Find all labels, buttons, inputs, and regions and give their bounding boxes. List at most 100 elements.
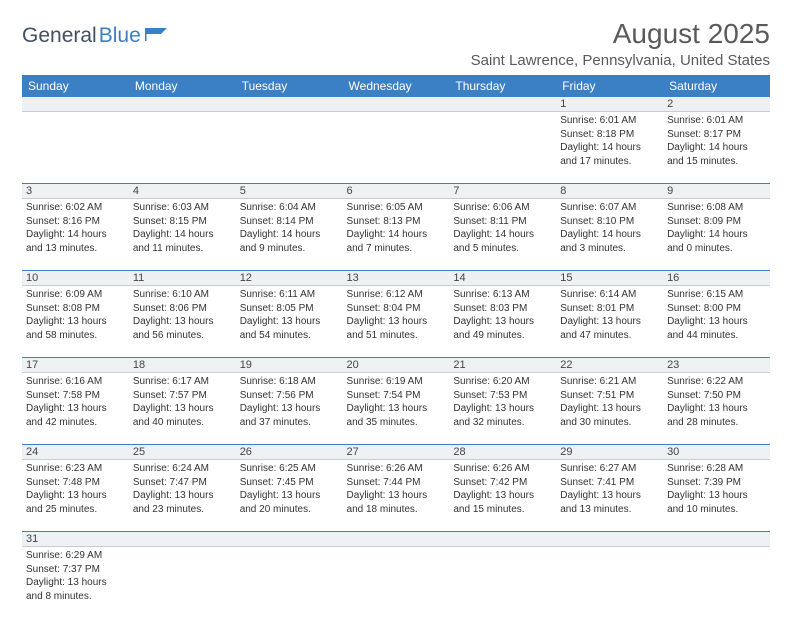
- day-cell: [449, 112, 556, 184]
- day-number: 20: [343, 358, 450, 373]
- day-details: Sunrise: 6:01 AMSunset: 8:18 PMDaylight:…: [560, 114, 659, 168]
- day-cell: [129, 112, 236, 184]
- day-number: 1: [556, 97, 663, 112]
- day-details: Sunrise: 6:26 AMSunset: 7:44 PMDaylight:…: [347, 462, 446, 516]
- day-details: Sunrise: 6:18 AMSunset: 7:56 PMDaylight:…: [240, 375, 339, 429]
- day-details: Sunrise: 6:21 AMSunset: 7:51 PMDaylight:…: [560, 375, 659, 429]
- header: GeneralBlue August 2025 Saint Lawrence, …: [22, 18, 770, 69]
- day-number: [556, 532, 663, 547]
- day-number: 7: [449, 184, 556, 199]
- day-cell: [343, 547, 450, 619]
- calendar-body: 12 Sunrise: 6:01 AMSunset: 8:18 PMDayligh…: [22, 97, 770, 619]
- day-details: Sunrise: 6:25 AMSunset: 7:45 PMDaylight:…: [240, 462, 339, 516]
- day-cell: Sunrise: 6:20 AMSunset: 7:53 PMDaylight:…: [449, 373, 556, 445]
- day-number: 27: [343, 445, 450, 460]
- day-cell: [663, 547, 770, 619]
- day-cell: Sunrise: 6:03 AMSunset: 8:15 PMDaylight:…: [129, 199, 236, 271]
- daynum-row: 10111213141516: [22, 271, 770, 286]
- day-number: 14: [449, 271, 556, 286]
- day-number: [343, 97, 450, 112]
- day-details: Sunrise: 6:11 AMSunset: 8:05 PMDaylight:…: [240, 288, 339, 342]
- day-details: Sunrise: 6:12 AMSunset: 8:04 PMDaylight:…: [347, 288, 446, 342]
- day-cell: Sunrise: 6:17 AMSunset: 7:57 PMDaylight:…: [129, 373, 236, 445]
- day-cell: [556, 547, 663, 619]
- daynum-row: 12: [22, 97, 770, 112]
- daynum-row: 17181920212223: [22, 358, 770, 373]
- day-header: Tuesday: [236, 75, 343, 97]
- day-number: 3: [22, 184, 129, 199]
- day-number: [22, 97, 129, 112]
- day-cell: Sunrise: 6:15 AMSunset: 8:00 PMDaylight:…: [663, 286, 770, 358]
- day-cell: Sunrise: 6:10 AMSunset: 8:06 PMDaylight:…: [129, 286, 236, 358]
- day-header: Thursday: [449, 75, 556, 97]
- day-header: Wednesday: [343, 75, 450, 97]
- day-cell: Sunrise: 6:19 AMSunset: 7:54 PMDaylight:…: [343, 373, 450, 445]
- day-details: Sunrise: 6:02 AMSunset: 8:16 PMDaylight:…: [26, 201, 125, 255]
- day-details: Sunrise: 6:24 AMSunset: 7:47 PMDaylight:…: [133, 462, 232, 516]
- day-details: Sunrise: 6:05 AMSunset: 8:13 PMDaylight:…: [347, 201, 446, 255]
- day-number: 5: [236, 184, 343, 199]
- day-number: 31: [22, 532, 129, 547]
- day-cell: Sunrise: 6:25 AMSunset: 7:45 PMDaylight:…: [236, 460, 343, 532]
- day-number: 24: [22, 445, 129, 460]
- day-number: 18: [129, 358, 236, 373]
- day-number: [449, 97, 556, 112]
- day-number: 28: [449, 445, 556, 460]
- title-block: August 2025 Saint Lawrence, Pennsylvania…: [471, 18, 770, 69]
- day-header: Monday: [129, 75, 236, 97]
- day-cell: Sunrise: 6:08 AMSunset: 8:09 PMDaylight:…: [663, 199, 770, 271]
- week-row: Sunrise: 6:01 AMSunset: 8:18 PMDaylight:…: [22, 112, 770, 184]
- day-details: Sunrise: 6:15 AMSunset: 8:00 PMDaylight:…: [667, 288, 766, 342]
- day-cell: [449, 547, 556, 619]
- day-details: Sunrise: 6:08 AMSunset: 8:09 PMDaylight:…: [667, 201, 766, 255]
- day-cell: Sunrise: 6:01 AMSunset: 8:18 PMDaylight:…: [556, 112, 663, 184]
- day-cell: Sunrise: 6:22 AMSunset: 7:50 PMDaylight:…: [663, 373, 770, 445]
- day-cell: Sunrise: 6:28 AMSunset: 7:39 PMDaylight:…: [663, 460, 770, 532]
- day-details: Sunrise: 6:17 AMSunset: 7:57 PMDaylight:…: [133, 375, 232, 429]
- day-header: Sunday: [22, 75, 129, 97]
- day-number: [343, 532, 450, 547]
- day-number: 6: [343, 184, 450, 199]
- day-number: [449, 532, 556, 547]
- page-title: August 2025: [471, 18, 770, 50]
- day-number: [129, 532, 236, 547]
- week-row: Sunrise: 6:23 AMSunset: 7:48 PMDaylight:…: [22, 460, 770, 532]
- day-number: 23: [663, 358, 770, 373]
- daynum-row: 24252627282930: [22, 445, 770, 460]
- day-cell: Sunrise: 6:16 AMSunset: 7:58 PMDaylight:…: [22, 373, 129, 445]
- day-details: Sunrise: 6:10 AMSunset: 8:06 PMDaylight:…: [133, 288, 232, 342]
- day-number: 22: [556, 358, 663, 373]
- day-cell: [236, 112, 343, 184]
- week-row: Sunrise: 6:16 AMSunset: 7:58 PMDaylight:…: [22, 373, 770, 445]
- day-details: Sunrise: 6:26 AMSunset: 7:42 PMDaylight:…: [453, 462, 552, 516]
- day-cell: Sunrise: 6:18 AMSunset: 7:56 PMDaylight:…: [236, 373, 343, 445]
- day-cell: Sunrise: 6:26 AMSunset: 7:42 PMDaylight:…: [449, 460, 556, 532]
- day-cell: Sunrise: 6:24 AMSunset: 7:47 PMDaylight:…: [129, 460, 236, 532]
- day-cell: Sunrise: 6:01 AMSunset: 8:17 PMDaylight:…: [663, 112, 770, 184]
- day-cell: Sunrise: 6:21 AMSunset: 7:51 PMDaylight:…: [556, 373, 663, 445]
- day-details: Sunrise: 6:13 AMSunset: 8:03 PMDaylight:…: [453, 288, 552, 342]
- logo-text-general: General: [22, 24, 97, 48]
- day-cell: [343, 112, 450, 184]
- day-cell: Sunrise: 6:13 AMSunset: 8:03 PMDaylight:…: [449, 286, 556, 358]
- day-cell: Sunrise: 6:11 AMSunset: 8:05 PMDaylight:…: [236, 286, 343, 358]
- day-number: 16: [663, 271, 770, 286]
- day-details: Sunrise: 6:03 AMSunset: 8:15 PMDaylight:…: [133, 201, 232, 255]
- flag-icon: [145, 24, 169, 48]
- day-number: 25: [129, 445, 236, 460]
- week-row: Sunrise: 6:29 AMSunset: 7:37 PMDaylight:…: [22, 547, 770, 619]
- day-number: [129, 97, 236, 112]
- day-details: Sunrise: 6:06 AMSunset: 8:11 PMDaylight:…: [453, 201, 552, 255]
- day-cell: Sunrise: 6:05 AMSunset: 8:13 PMDaylight:…: [343, 199, 450, 271]
- day-details: Sunrise: 6:09 AMSunset: 8:08 PMDaylight:…: [26, 288, 125, 342]
- day-number: [236, 532, 343, 547]
- day-details: Sunrise: 6:29 AMSunset: 7:37 PMDaylight:…: [26, 549, 125, 603]
- daynum-row: 31: [22, 532, 770, 547]
- logo-text-blue: Blue: [99, 24, 141, 48]
- week-row: Sunrise: 6:09 AMSunset: 8:08 PMDaylight:…: [22, 286, 770, 358]
- day-cell: Sunrise: 6:12 AMSunset: 8:04 PMDaylight:…: [343, 286, 450, 358]
- daynum-row: 3456789: [22, 184, 770, 199]
- day-number: 11: [129, 271, 236, 286]
- day-cell: Sunrise: 6:29 AMSunset: 7:37 PMDaylight:…: [22, 547, 129, 619]
- day-details: Sunrise: 6:20 AMSunset: 7:53 PMDaylight:…: [453, 375, 552, 429]
